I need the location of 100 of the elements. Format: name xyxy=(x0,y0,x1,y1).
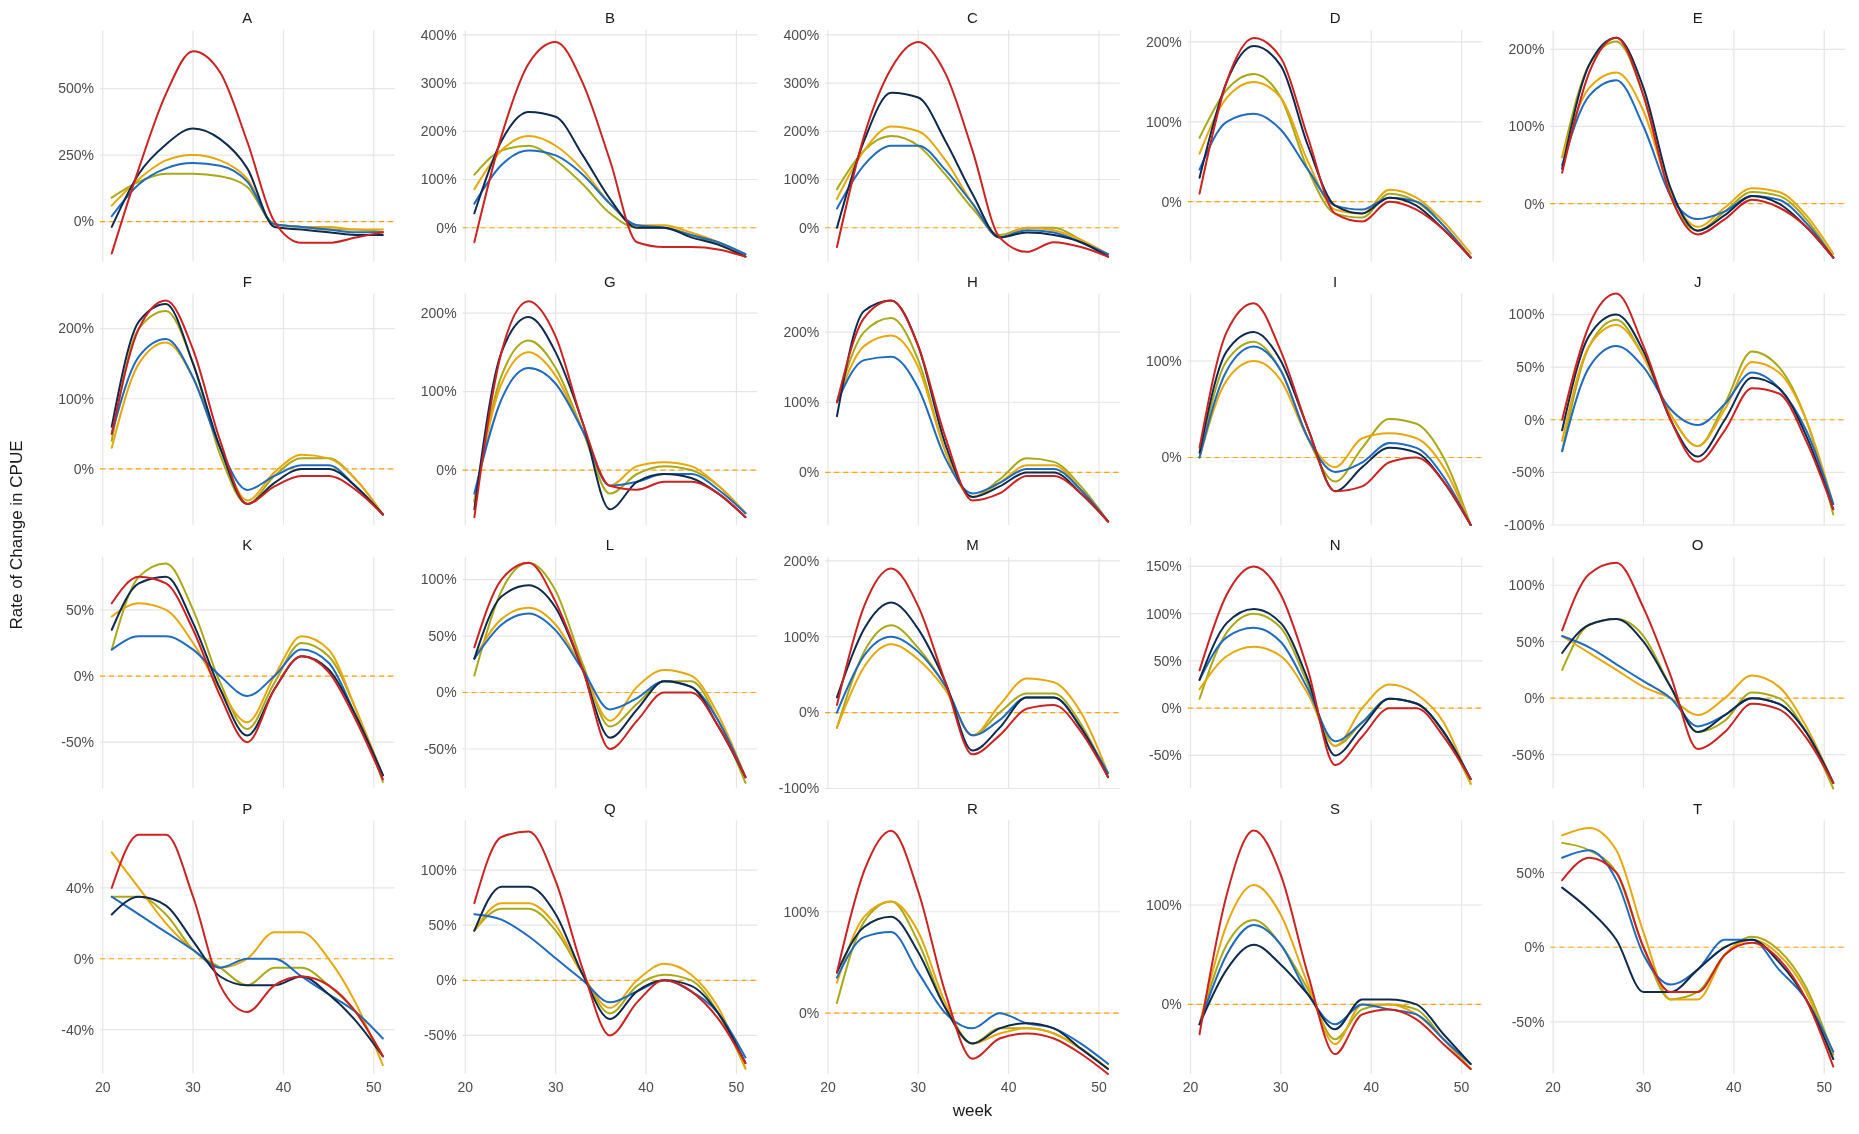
chart-title: H xyxy=(967,272,978,290)
y-tick-label: 100% xyxy=(783,171,820,188)
y-tick-label: 0% xyxy=(73,460,94,477)
y-tick-label: -50% xyxy=(1511,1013,1545,1030)
chart-title: C xyxy=(967,9,979,26)
y-tick-label: 50% xyxy=(1516,633,1545,650)
y-tick-label: 0% xyxy=(73,950,94,967)
x-tick-label: 30 xyxy=(547,1079,564,1095)
y-tick-label: 100% xyxy=(1145,605,1182,622)
line-series xyxy=(835,41,1110,258)
chart-title: D xyxy=(1329,9,1341,26)
y-tick-label: 300% xyxy=(420,74,457,91)
y-tick-label: 0% xyxy=(1161,449,1182,466)
y-tick-label: 0% xyxy=(436,972,457,989)
y-tick-label: 0% xyxy=(798,704,820,721)
y-tick-label: 0% xyxy=(1524,195,1545,212)
y-tick-label: 0% xyxy=(1161,700,1182,717)
x-tick-label: 50 xyxy=(1091,1079,1108,1095)
y-tick-label: -100% xyxy=(778,780,820,797)
y-tick-label: 300% xyxy=(783,74,820,91)
line-series xyxy=(473,41,747,258)
y-tick-label: 0% xyxy=(73,667,94,684)
x-tick-label: 20 xyxy=(457,1079,474,1095)
y-tick-label: 50% xyxy=(1516,359,1545,376)
y-tick-label: 100% xyxy=(1145,352,1182,369)
y-tick-label: 200% xyxy=(783,123,820,140)
chart-title: P xyxy=(242,799,253,817)
x-tick-label: 30 xyxy=(1635,1079,1652,1095)
chart-title: G xyxy=(604,272,616,290)
x-tick-label: 40 xyxy=(638,1079,655,1095)
y-tick-label: 100% xyxy=(1508,118,1545,135)
line-series xyxy=(1198,565,1472,781)
chart-title: T xyxy=(1693,799,1703,817)
chart-title: I xyxy=(1333,272,1338,290)
y-tick-label: 250% xyxy=(58,146,94,163)
y-tick-label: -40% xyxy=(61,1021,94,1038)
y-tick-label: 0% xyxy=(1524,411,1545,428)
x-tick-label: 20 xyxy=(1182,1079,1199,1095)
y-tick-label: 100% xyxy=(1145,113,1182,130)
chart-title: L xyxy=(605,536,615,553)
y-tick-label: 500% xyxy=(58,80,94,97)
y-tick-label: -50% xyxy=(423,740,457,757)
y-tick-label: 0% xyxy=(436,219,457,236)
y-tick-label: 150% xyxy=(1145,558,1182,575)
line-series xyxy=(1561,886,1835,1061)
y-tick-label: 400% xyxy=(783,26,820,43)
x-tick-label: 50 xyxy=(366,1079,382,1095)
y-tick-label: 0% xyxy=(798,464,820,481)
y-tick-label: 0% xyxy=(1161,193,1182,210)
line-series xyxy=(835,829,1110,1075)
chart-title: N xyxy=(1329,536,1341,553)
y-tick-label: 100% xyxy=(58,390,94,407)
x-tick-label: 50 xyxy=(1816,1079,1833,1095)
y-tick-label: 200% xyxy=(58,320,94,337)
x-tick-label: 40 xyxy=(275,1079,292,1095)
y-tick-label: -50% xyxy=(1511,746,1545,763)
x-tick-label: 30 xyxy=(185,1079,202,1095)
y-tick-label: 100% xyxy=(420,571,457,588)
x-tick-label: 40 xyxy=(1726,1079,1742,1095)
y-tick-label: 100% xyxy=(783,903,820,920)
y-tick-label: 0% xyxy=(798,219,820,236)
y-tick-label: 100% xyxy=(420,171,457,188)
x-axis-title: week xyxy=(951,1101,993,1120)
chart-title: O xyxy=(1691,536,1704,553)
y-tick-label: 200% xyxy=(783,552,820,569)
y-tick-label: 0% xyxy=(798,1005,820,1022)
chart-title: A xyxy=(242,9,253,26)
chart-title: Q xyxy=(604,799,616,817)
line-series xyxy=(1198,829,1472,1071)
y-tick-label: 0% xyxy=(73,213,94,230)
line-series xyxy=(835,567,1110,779)
x-tick-label: 20 xyxy=(94,1079,111,1095)
y-tick-label: -50% xyxy=(1511,464,1545,481)
y-tick-label: -50% xyxy=(423,1027,457,1044)
x-tick-label: 40 xyxy=(1363,1079,1380,1095)
y-tick-label: -50% xyxy=(1149,747,1182,764)
y-tick-label: 50% xyxy=(1516,864,1545,881)
x-tick-label: 50 xyxy=(728,1079,745,1095)
y-tick-label: 0% xyxy=(436,684,457,701)
chart-title: S xyxy=(1330,799,1341,817)
y-tick-label: 100% xyxy=(1508,306,1545,323)
y-tick-label: 100% xyxy=(420,862,457,878)
y-tick-label: 0% xyxy=(436,461,457,478)
line-series xyxy=(1198,884,1472,1071)
line-series xyxy=(110,127,384,236)
x-tick-label: 20 xyxy=(1545,1079,1562,1095)
chart-title: J xyxy=(1693,272,1702,290)
y-tick-label: 50% xyxy=(65,601,94,618)
y-tick-label: 200% xyxy=(420,123,457,140)
y-tick-label: 50% xyxy=(428,627,457,644)
chart-title: F xyxy=(242,272,252,290)
y-tick-label: 100% xyxy=(1508,577,1545,594)
y-axis-title: Rate of Change in CPUE xyxy=(7,440,26,630)
y-tick-label: 40% xyxy=(65,879,94,896)
chart-title: E xyxy=(1692,9,1703,26)
y-tick-label: 100% xyxy=(420,383,457,400)
x-tick-label: 40 xyxy=(1000,1079,1017,1095)
chart-title: K xyxy=(242,536,253,553)
y-tick-label: -100% xyxy=(1503,516,1545,533)
y-tick-label: 50% xyxy=(428,917,457,934)
